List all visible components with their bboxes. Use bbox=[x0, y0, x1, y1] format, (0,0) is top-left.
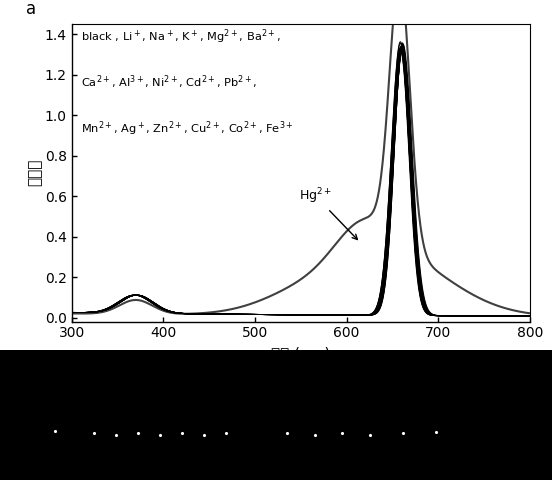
Y-axis label: 吸光度: 吸光度 bbox=[27, 159, 42, 187]
Text: Hg$^{2+}$: Hg$^{2+}$ bbox=[299, 186, 357, 240]
Text: black , Li$^+$, Na$^+$, K$^+$, Mg$^{2+}$, Ba$^{2+}$,: black , Li$^+$, Na$^+$, K$^+$, Mg$^{2+}$… bbox=[81, 27, 280, 46]
Text: Ca$^{2+}$, Al$^{3+}$, Ni$^{2+}$, Cd$^{2+}$, Pb$^{2+}$,: Ca$^{2+}$, Al$^{3+}$, Ni$^{2+}$, Cd$^{2+… bbox=[81, 73, 257, 91]
X-axis label: 波长 (nm): 波长 (nm) bbox=[271, 346, 331, 361]
Text: Mn$^{2+}$, Ag$^+$, Zn$^{2+}$, Cu$^{2+}$, Co$^{2+}$, Fe$^{3+}$: Mn$^{2+}$, Ag$^+$, Zn$^{2+}$, Cu$^{2+}$,… bbox=[81, 119, 293, 138]
Text: a: a bbox=[26, 0, 36, 18]
